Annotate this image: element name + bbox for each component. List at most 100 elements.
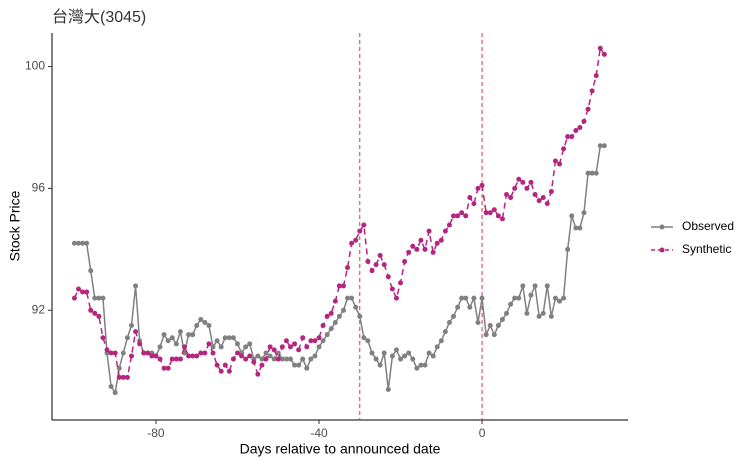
data-point	[446, 222, 452, 228]
data-point	[479, 182, 485, 188]
data-point	[402, 353, 408, 359]
data-point	[267, 344, 273, 350]
data-point	[499, 216, 505, 222]
data-point	[247, 353, 253, 359]
data-point	[463, 213, 469, 219]
data-point	[426, 350, 432, 356]
data-point	[434, 240, 440, 246]
data-point	[141, 350, 147, 356]
data-point	[491, 207, 497, 213]
data-point	[332, 319, 338, 325]
data-point	[495, 213, 501, 219]
data-point	[434, 344, 440, 350]
data-point	[259, 356, 265, 362]
data-point	[410, 356, 416, 362]
data-point	[300, 356, 306, 362]
data-point	[532, 192, 538, 198]
data-point	[226, 335, 232, 341]
data-point	[361, 222, 367, 228]
data-point	[369, 350, 375, 356]
data-point	[328, 310, 334, 316]
data-point	[214, 362, 220, 368]
data-point	[210, 344, 216, 350]
data-point	[316, 335, 322, 341]
data-point	[430, 249, 436, 255]
data-point	[149, 353, 155, 359]
data-point	[133, 283, 139, 289]
data-point	[377, 252, 383, 258]
data-point	[577, 225, 583, 231]
data-point	[279, 344, 285, 350]
data-point	[234, 341, 240, 347]
data-point	[104, 347, 110, 353]
data-point	[536, 198, 542, 204]
data-point	[540, 310, 546, 316]
data-point	[194, 353, 200, 359]
data-point	[312, 353, 318, 359]
data-point	[198, 316, 204, 322]
data-point	[255, 371, 261, 377]
data-point	[475, 185, 481, 191]
data-point	[247, 341, 253, 347]
data-point	[75, 240, 81, 246]
data-point	[173, 341, 179, 347]
data-point	[381, 350, 387, 356]
data-point	[345, 265, 351, 271]
data-point	[320, 338, 326, 344]
data-point	[601, 143, 607, 149]
data-point	[438, 338, 444, 344]
data-point	[389, 353, 395, 359]
data-point	[483, 210, 489, 216]
data-point	[508, 301, 514, 307]
data-point	[597, 45, 603, 51]
data-point	[495, 323, 501, 329]
data-point	[230, 356, 236, 362]
data-point	[349, 240, 355, 246]
data-point	[190, 353, 196, 359]
data-point	[259, 362, 265, 368]
data-point	[177, 356, 183, 362]
data-point	[504, 192, 510, 198]
data-point	[385, 387, 391, 393]
data-point	[585, 170, 591, 176]
data-point	[116, 374, 122, 380]
data-point	[186, 353, 192, 359]
data-point	[418, 237, 424, 243]
data-point	[589, 170, 595, 176]
data-point	[373, 356, 379, 362]
data-point	[112, 390, 118, 396]
data-point	[459, 295, 465, 301]
data-point	[389, 286, 395, 292]
data-point	[369, 268, 375, 274]
data-point	[557, 298, 563, 304]
data-point	[548, 188, 554, 194]
data-point	[532, 283, 538, 289]
data-point	[296, 362, 302, 368]
data-point	[455, 304, 461, 310]
data-point	[385, 274, 391, 280]
data-point	[340, 283, 346, 289]
data-point	[373, 262, 379, 268]
data-point	[157, 356, 163, 362]
data-point	[585, 106, 591, 112]
data-point	[552, 295, 558, 301]
data-point	[287, 344, 293, 350]
data-point	[80, 289, 86, 295]
data-point	[565, 246, 571, 252]
data-point	[332, 298, 338, 304]
data-point	[528, 179, 534, 185]
data-point	[499, 316, 505, 322]
data-point	[353, 237, 359, 243]
data-point	[304, 344, 310, 350]
data-point	[552, 158, 558, 164]
data-point	[581, 210, 587, 216]
data-point	[116, 365, 122, 371]
data-point	[128, 323, 134, 329]
legend-key-point	[659, 247, 665, 253]
data-point	[161, 332, 167, 338]
data-point	[520, 283, 526, 289]
data-point	[426, 228, 432, 234]
data-point	[512, 185, 518, 191]
data-point	[487, 323, 493, 329]
data-point	[540, 195, 546, 201]
